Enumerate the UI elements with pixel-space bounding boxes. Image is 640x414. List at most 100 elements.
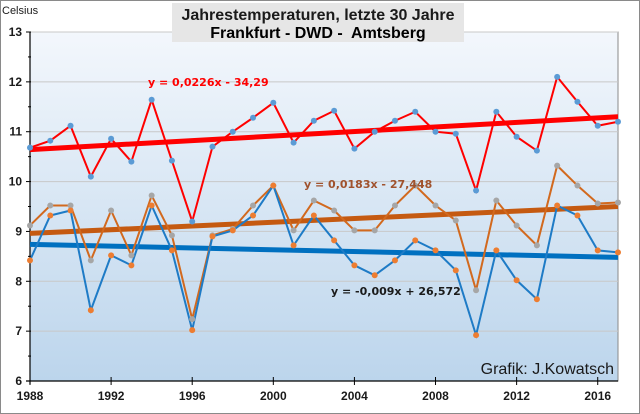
data-point-amtsberg	[554, 202, 561, 209]
data-point-amtsberg	[108, 252, 115, 259]
data-point-amtsberg	[87, 307, 94, 314]
data-point-dwd	[310, 197, 317, 204]
data-point-amtsberg	[250, 212, 257, 219]
data-point-frankfurt	[493, 108, 500, 115]
data-point-frankfurt	[47, 137, 54, 144]
data-point-amtsberg	[128, 262, 135, 269]
data-point-dwd	[452, 217, 459, 224]
data-point-frankfurt	[432, 128, 439, 135]
data-point-dwd	[128, 252, 135, 259]
data-point-amtsberg	[351, 262, 358, 269]
data-point-dwd	[574, 182, 581, 189]
data-point-dwd	[47, 202, 54, 209]
data-point-dwd	[87, 257, 94, 264]
axes: 6 7 8 9 10 11 12 13 1988 1992 1996 2000 2004 2008 2012…	[9, 25, 618, 403]
data-point-amtsberg	[432, 247, 439, 254]
data-point-dwd	[615, 199, 621, 206]
data-point-amtsberg	[412, 237, 419, 244]
data-point-frankfurt	[189, 218, 196, 225]
y-tick-label: 6	[15, 374, 22, 388]
y-tick-label: 9	[15, 224, 22, 238]
data-point-dwd	[493, 197, 500, 204]
data-point-frankfurt	[87, 173, 94, 180]
data-point-frankfurt	[391, 117, 398, 124]
data-point-dwd	[432, 202, 439, 209]
y-tick-label: 8	[15, 274, 22, 288]
data-point-dwd	[533, 242, 540, 249]
data-point-amtsberg	[452, 267, 459, 274]
x-tick-label: 2012	[503, 389, 530, 403]
data-point-frankfurt	[148, 96, 155, 103]
data-point-amtsberg	[615, 249, 621, 256]
data-point-dwd	[189, 316, 196, 323]
data-point-amtsberg	[290, 242, 297, 249]
data-point-amtsberg	[371, 272, 378, 279]
y-tick-label: 11	[9, 125, 22, 139]
data-point-frankfurt	[108, 135, 115, 142]
y-tick-label: 7	[15, 324, 22, 338]
data-point-frankfurt	[290, 139, 297, 146]
data-point-frankfurt	[513, 133, 520, 140]
y-tick-label: 10	[9, 175, 23, 189]
data-point-amtsberg	[67, 207, 74, 214]
data-point-frankfurt	[473, 187, 480, 194]
data-point-frankfurt	[67, 122, 74, 129]
data-point-amtsberg	[27, 257, 33, 264]
data-point-amtsberg	[209, 233, 216, 240]
data-point-amtsberg	[270, 182, 277, 189]
data-series	[27, 73, 621, 339]
data-point-amtsberg	[148, 202, 155, 209]
y-axis-unit-label: Celsius	[2, 5, 39, 17]
data-point-amtsberg	[47, 212, 54, 219]
series-line-amtsberg	[29, 183, 619, 339]
data-point-frankfurt	[250, 114, 257, 121]
data-point-dwd	[513, 222, 520, 229]
series-line-frankfurt	[29, 74, 619, 225]
data-point-amtsberg	[533, 296, 540, 303]
x-tick-label: 2016	[584, 389, 611, 403]
data-point-dwd	[412, 182, 419, 189]
x-tick-label: 2008	[422, 389, 449, 403]
x-tick-label: 1992	[98, 389, 125, 403]
trend-equation-frankfurt: y = 0,0226x - 34,29	[148, 76, 269, 89]
data-point-dwd	[351, 227, 358, 234]
data-point-frankfurt	[270, 99, 277, 106]
data-point-dwd	[108, 207, 115, 214]
subtitle-amtsberg: Amtsberg	[347, 25, 426, 42]
data-point-frankfurt	[594, 122, 601, 129]
data-point-frankfurt	[229, 128, 236, 135]
data-point-amtsberg	[331, 237, 338, 244]
title-box	[172, 3, 464, 42]
data-point-frankfurt	[168, 157, 175, 164]
credit-label: Grafik: J.Kowatsch	[481, 361, 614, 378]
data-point-amtsberg	[310, 212, 317, 219]
subtitle-sep: -	[281, 25, 295, 42]
data-point-frankfurt	[209, 143, 216, 150]
data-point-dwd	[250, 202, 257, 209]
data-point-amtsberg	[513, 277, 520, 284]
data-point-dwd	[554, 162, 561, 169]
x-tick-label: 1988	[17, 389, 44, 403]
data-point-amtsberg	[473, 332, 480, 339]
data-point-amtsberg	[594, 247, 601, 254]
data-point-frankfurt	[371, 128, 378, 135]
data-point-dwd	[594, 200, 601, 207]
data-point-frankfurt	[452, 130, 459, 137]
data-point-frankfurt	[615, 118, 621, 125]
trend-equation-dwd: y = 0,0183x - 27,448	[304, 178, 432, 191]
data-point-frankfurt	[310, 117, 317, 124]
trend-line-dwd	[29, 204, 619, 236]
data-point-dwd	[391, 202, 398, 209]
x-tick-label: 1996	[179, 389, 206, 403]
data-point-frankfurt	[574, 98, 581, 105]
data-point-frankfurt	[128, 158, 135, 165]
data-point-frankfurt	[351, 145, 358, 152]
data-point-dwd	[27, 222, 33, 229]
chart-title: Jahrestemperaturen, letzte 30 Jahre	[181, 7, 454, 24]
subtitle-dwd: DWD -	[295, 25, 347, 42]
data-point-frankfurt	[554, 73, 561, 80]
x-tick-label: 2000	[260, 389, 287, 403]
data-point-dwd	[473, 287, 480, 294]
data-point-amtsberg	[493, 247, 500, 254]
